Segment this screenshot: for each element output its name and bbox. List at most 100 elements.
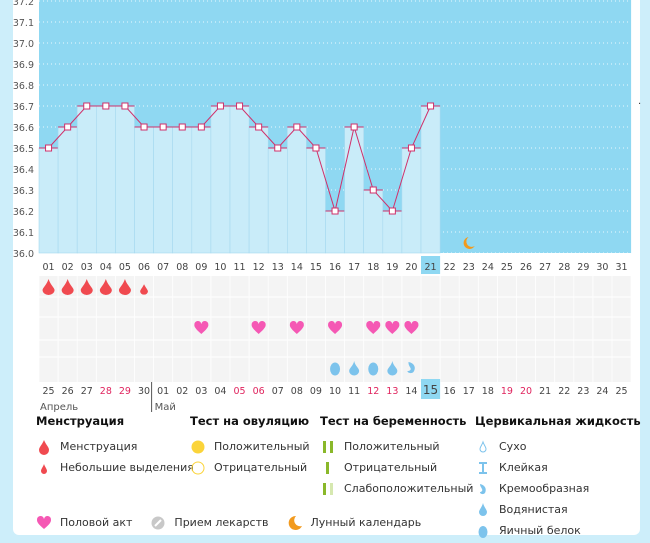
date-label: 17 <box>463 386 475 397</box>
temperature-point <box>83 102 91 110</box>
day-label: 24 <box>482 262 494 273</box>
date-label: 24 <box>596 386 608 397</box>
temperature-bar <box>420 105 441 254</box>
heart-icon <box>194 320 209 334</box>
temperature-bar <box>382 210 403 254</box>
temperature-point <box>64 123 72 131</box>
day-label: 07 <box>157 262 169 273</box>
day-label: 15 <box>310 262 322 273</box>
day-label: 11 <box>234 262 246 273</box>
date-label: 11 <box>348 386 360 397</box>
day-label: 06 <box>138 262 150 273</box>
temperature-bar <box>115 105 135 254</box>
date-label: 04 <box>214 386 226 397</box>
y-tick-label: 36.9 <box>13 60 34 71</box>
date-label: 25 <box>616 386 628 397</box>
legend-label: Кремообразная <box>499 482 590 495</box>
y-tick-label: 36.1 <box>13 228 34 239</box>
filled-circle-icon <box>191 440 205 453</box>
legend-title: Цервикальная жидкость <box>475 414 641 428</box>
legend-label: Положительный <box>344 440 440 453</box>
two-lines-icon <box>323 440 333 453</box>
day-label: 22 <box>444 262 456 273</box>
empty-circle-icon <box>191 461 205 474</box>
temperature-point <box>140 123 148 131</box>
date-label: 12 <box>367 386 379 397</box>
heart-icon <box>289 320 304 334</box>
temperature-point <box>121 102 129 110</box>
watery-drop-icon <box>349 361 360 376</box>
heart-icon <box>36 515 52 529</box>
blood-drop-icon <box>80 279 93 295</box>
date-label: 21 <box>539 386 551 397</box>
day-label: 25 <box>501 262 513 273</box>
date-label: 07 <box>272 386 284 397</box>
day-label: 19 <box>386 262 398 273</box>
date-label: 30 <box>138 386 150 397</box>
date-label: 28 <box>100 386 112 397</box>
legend-ovulation: Тест на овуляцию Положительный Отрицател… <box>190 414 310 478</box>
egg-white-icon <box>330 362 341 376</box>
date-label: 05 <box>234 386 246 397</box>
day-label: 02 <box>62 262 74 273</box>
date-label: 23 <box>577 386 589 397</box>
day-label: 14 <box>291 262 303 273</box>
date-label: 29 <box>119 386 131 397</box>
date-label: 02 <box>176 386 188 397</box>
day-label: 04 <box>100 262 112 273</box>
temperature-bar <box>363 189 384 254</box>
temperature-bar <box>76 105 97 254</box>
temperature-point <box>388 207 396 215</box>
blood-drop-icon <box>61 279 74 295</box>
legend-pregnancy: Тест на беременность Положительный Отриц… <box>320 414 473 499</box>
watery-drop-icon <box>387 361 398 376</box>
temperature-point <box>274 144 282 152</box>
day-label: 31 <box>616 262 628 273</box>
temperature-bar <box>325 210 345 254</box>
day-label: 17 <box>348 262 360 273</box>
legend-label: Слабоположительный <box>344 482 474 495</box>
day-label: 23 <box>463 262 475 273</box>
temperature-bar <box>191 126 212 254</box>
day-label: 03 <box>81 262 93 273</box>
day-label: 01 <box>43 262 55 273</box>
legend-label: Водянистая <box>499 503 568 516</box>
blood-drop-icon <box>118 279 131 295</box>
heart-icon <box>328 320 343 334</box>
sticky-icon <box>479 461 487 474</box>
watery-drop-icon <box>479 502 487 516</box>
temperature-point <box>236 102 244 110</box>
creamy-icon <box>407 362 415 374</box>
temperature-point <box>178 123 186 131</box>
moon-icon <box>288 515 302 530</box>
date-label: 19 <box>501 386 513 397</box>
date-label: 08 <box>291 386 303 397</box>
dry-drop-icon <box>479 439 487 452</box>
dot-marker: . <box>638 96 641 107</box>
date-label: 22 <box>558 386 570 397</box>
moon-icon <box>463 237 475 249</box>
one-line-icon <box>326 461 329 474</box>
y-tick-label: 36.3 <box>13 186 34 197</box>
temperature-bar <box>401 147 422 254</box>
today-highlight <box>421 379 441 399</box>
temperature-bar <box>267 147 288 254</box>
pill-icon <box>151 516 165 529</box>
creamy-icon <box>480 483 486 494</box>
heart-icon <box>251 320 266 334</box>
temperature-bar <box>96 105 116 254</box>
y-tick-label: 36.6 <box>13 123 34 134</box>
day-label: 18 <box>367 262 379 273</box>
day-label: 08 <box>176 262 188 273</box>
temperature-bar <box>57 126 78 254</box>
temperature-bar <box>153 126 174 254</box>
legend-label: Яичный белок <box>499 524 581 537</box>
legend-label: Половой акт <box>60 516 133 529</box>
legend-label: Клейкая <box>499 461 548 474</box>
legend-label: Прием лекарств <box>174 516 269 529</box>
date-label: 16 <box>444 386 456 397</box>
temperature-point <box>350 123 358 131</box>
y-tick-label: 37.2 <box>13 0 34 8</box>
small-drop-icon <box>41 463 47 474</box>
date-label: 06 <box>253 386 265 397</box>
